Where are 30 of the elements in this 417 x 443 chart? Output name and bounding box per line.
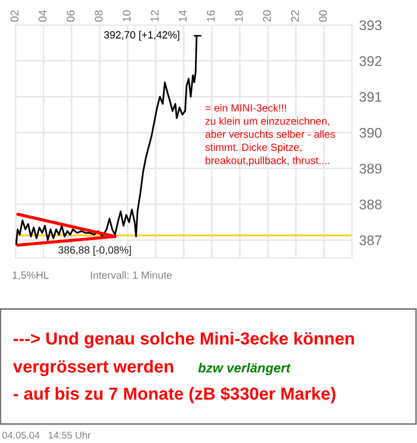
text: 1,5%HL (12, 271, 49, 280)
x-tick-label: 20 (262, 10, 271, 22)
annotation: 392,70 [+1,42%] (104, 30, 180, 41)
x-tick-label: 02 (10, 10, 18, 22)
y-tick-label: 388 (359, 200, 382, 210)
y-tick-label: 387 (359, 235, 382, 246)
x-tick-label: 14 (178, 10, 187, 22)
text: 04.05.04 (2, 432, 40, 439)
text: ---> Und genau solche Mini-3ecke können (14, 332, 354, 348)
x-tick-label: 12 (150, 10, 159, 22)
text: 14:55 Uhr (48, 431, 91, 439)
x-tick-label: 18 (234, 10, 243, 22)
y-tick-label: 393 (359, 20, 382, 30)
text: vergrössert werden (13, 360, 174, 376)
y-tick-label: 389 (359, 164, 382, 174)
y-tick-label: 390 (359, 128, 382, 138)
text: - auf bis zu 7 Monate (zB $330er Marke) (14, 386, 336, 404)
x-tick-label: 04 (38, 10, 47, 22)
x-tick-label: 16 (206, 10, 215, 22)
x-tick-label: 22 (291, 10, 299, 22)
x-tick-label: 00 (319, 10, 327, 22)
y-tick-label: 392 (359, 56, 382, 66)
y-tick-label: 391 (359, 92, 382, 102)
annotation: = ein MINI-3eck!!! zu klein um einzuzeichnen, aber versuchts selber - alles stimmt. Dicke Spitze, breakout,pullback, thrust.... (205, 104, 335, 166)
text: bzw verlängert (198, 362, 291, 376)
x-tick-label: 10 (122, 10, 131, 22)
x-tick-label: 06 (66, 10, 75, 22)
x-tick-label: 08 (94, 10, 103, 22)
text: Intervall: 1 Minute (90, 271, 172, 279)
annotation: 386,88 [-0,08%] (58, 246, 131, 256)
